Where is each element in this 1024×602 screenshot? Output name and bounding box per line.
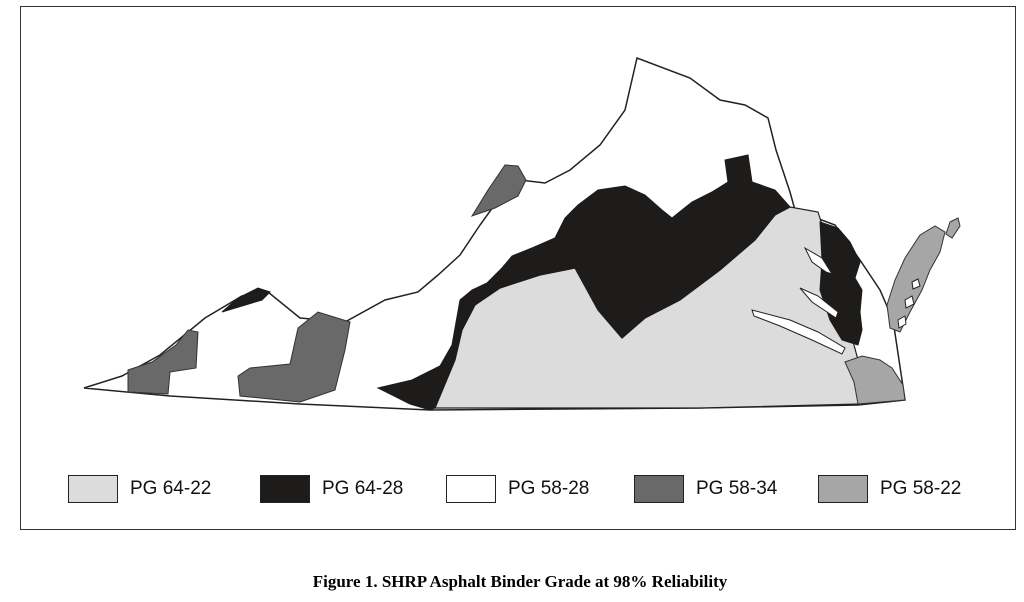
region-southwest: [237, 311, 351, 403]
river-potomac-inlet: [803, 246, 834, 275]
region-eastern-shore: [886, 225, 946, 333]
legend-swatch-pg-58-28: [446, 475, 496, 503]
legend-label-pg-64-28: PG 64-28: [322, 478, 404, 499]
legend-label-pg-58-34: PG 58-34: [696, 478, 778, 499]
region-eastern-shore-island: [945, 217, 961, 239]
river-york-james: [751, 309, 846, 355]
legend-item-pg-58-34: PG 58-34: [634, 474, 777, 504]
legend-swatch-pg-64-22: [68, 475, 118, 503]
legend-swatch-pg-64-28: [260, 475, 310, 503]
figure-caption: Figure 1. SHRP Asphalt Binder Grade at 9…: [312, 572, 728, 591]
legend-label-pg-58-22: PG 58-22: [880, 478, 962, 499]
legend-swatch-pg-58-22: [818, 475, 868, 503]
region-northern-valley: [470, 164, 527, 217]
region-central-belt: [376, 154, 791, 411]
bay-islands: [897, 278, 921, 329]
legend-item-pg-58-22: PG 58-22: [818, 474, 961, 504]
region-far-southwest: [127, 329, 199, 395]
map-legend: PG 64-22 PG 64-28 PG 58-28 PG 58-34 PG 5…: [68, 474, 988, 506]
legend-label-pg-58-28: PG 58-28: [508, 478, 590, 499]
legend-swatch-pg-58-34: [634, 475, 684, 503]
legend-item-pg-58-28: PG 58-28: [446, 474, 589, 504]
virginia-map: [83, 56, 961, 411]
region-southwest-tip: [221, 287, 271, 313]
legend-label-pg-64-22: PG 64-22: [130, 478, 212, 499]
legend-item-pg-64-28: PG 64-28: [260, 474, 403, 504]
river-rappahannock: [799, 287, 839, 319]
region-hampton-roads: [844, 355, 906, 405]
legend-item-pg-64-22: PG 64-22: [68, 474, 211, 504]
